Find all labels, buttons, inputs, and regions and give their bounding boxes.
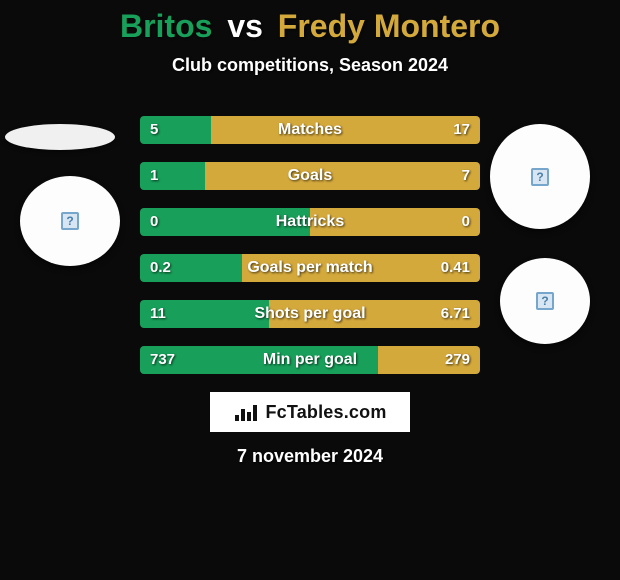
bar-value-right: 0.41 <box>441 254 470 282</box>
comparison-bars: 5 Matches 17 1 Goals 7 0 Hattricks 0 0.2… <box>140 116 480 374</box>
bar-value-right: 0 <box>462 208 470 236</box>
title-player1: Britos <box>120 8 212 44</box>
bar-row: 1 Goals 7 <box>140 162 480 190</box>
bar-value-right: 17 <box>453 116 470 144</box>
player-avatar-left: ? <box>20 176 120 266</box>
title-vs: vs <box>227 8 263 44</box>
bar-row: 11 Shots per goal 6.71 <box>140 300 480 328</box>
logo-text: FcTables.com <box>265 402 386 423</box>
bar-row: 0 Hattricks 0 <box>140 208 480 236</box>
bar-label: Min per goal <box>140 346 480 374</box>
bar-label: Goals <box>140 162 480 190</box>
bar-row: 5 Matches 17 <box>140 116 480 144</box>
bar-label: Shots per goal <box>140 300 480 328</box>
bar-label: Goals per match <box>140 254 480 282</box>
placeholder-image-icon: ? <box>536 292 554 310</box>
player-avatar-right-bottom: ? <box>500 258 590 344</box>
bar-value-right: 6.71 <box>441 300 470 328</box>
placeholder-image-icon: ? <box>61 212 79 230</box>
title-player2: Fredy Montero <box>278 8 500 44</box>
bar-value-right: 279 <box>445 346 470 374</box>
subtitle: Club competitions, Season 2024 <box>0 55 620 76</box>
date-text: 7 november 2024 <box>0 446 620 467</box>
bar-value-right: 7 <box>462 162 470 190</box>
placeholder-image-icon: ? <box>531 168 549 186</box>
bar-label: Matches <box>140 116 480 144</box>
bars-icon <box>233 401 259 423</box>
bar-row: 737 Min per goal 279 <box>140 346 480 374</box>
bar-label: Hattricks <box>140 208 480 236</box>
site-logo: FcTables.com <box>210 392 410 432</box>
page-title: Britos vs Fredy Montero <box>0 8 620 45</box>
decorative-ellipse <box>5 124 115 150</box>
player-avatar-right-top: ? <box>490 124 590 229</box>
bar-row: 0.2 Goals per match 0.41 <box>140 254 480 282</box>
